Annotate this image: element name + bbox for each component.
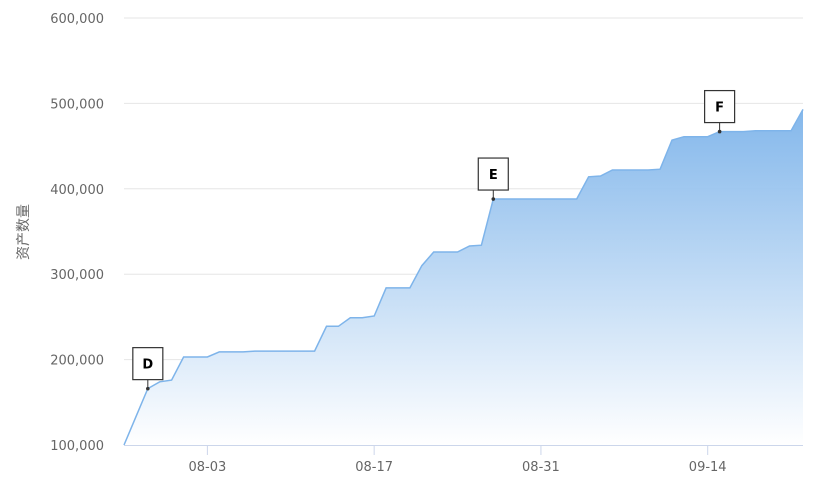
x-tick-label: 08-17 [355,460,393,475]
x-tick-label: 09-14 [689,460,727,475]
annotation-f: F [704,89,736,134]
y-axis-title: 资产数量 [16,204,32,260]
annotation-point [146,386,150,391]
x-tick-label: 08-31 [522,460,560,475]
annotation-label: E [489,168,498,183]
y-tick-label: 100,000 [50,439,104,454]
annotation-e: E [477,157,509,201]
y-axis: 100,000 200,000 300,000 400,000 500,000 600,0… [50,12,104,454]
annotation-point [717,129,722,134]
annotation-label: D [142,358,153,373]
annotation-label: F [715,101,724,116]
annotations: D E F [132,89,736,391]
annotation-d: D [132,347,164,391]
x-tick-label: 08-03 [188,460,226,475]
annotation-box [704,89,736,124]
y-tick-label: 500,000 [50,97,104,112]
annotation-box [477,157,509,191]
series-line [123,109,804,446]
annotation-point [491,197,496,201]
y-tick-label: 200,000 [50,354,104,369]
y-tick-label: 400,000 [50,183,104,198]
y-tick-label: 300,000 [50,268,104,283]
y-tick-label: 600,000 [50,12,104,27]
x-axis: 08-03 08-17 08-31 09-14 [124,445,803,475]
area-fill [124,109,803,446]
annotation-box [132,347,164,381]
